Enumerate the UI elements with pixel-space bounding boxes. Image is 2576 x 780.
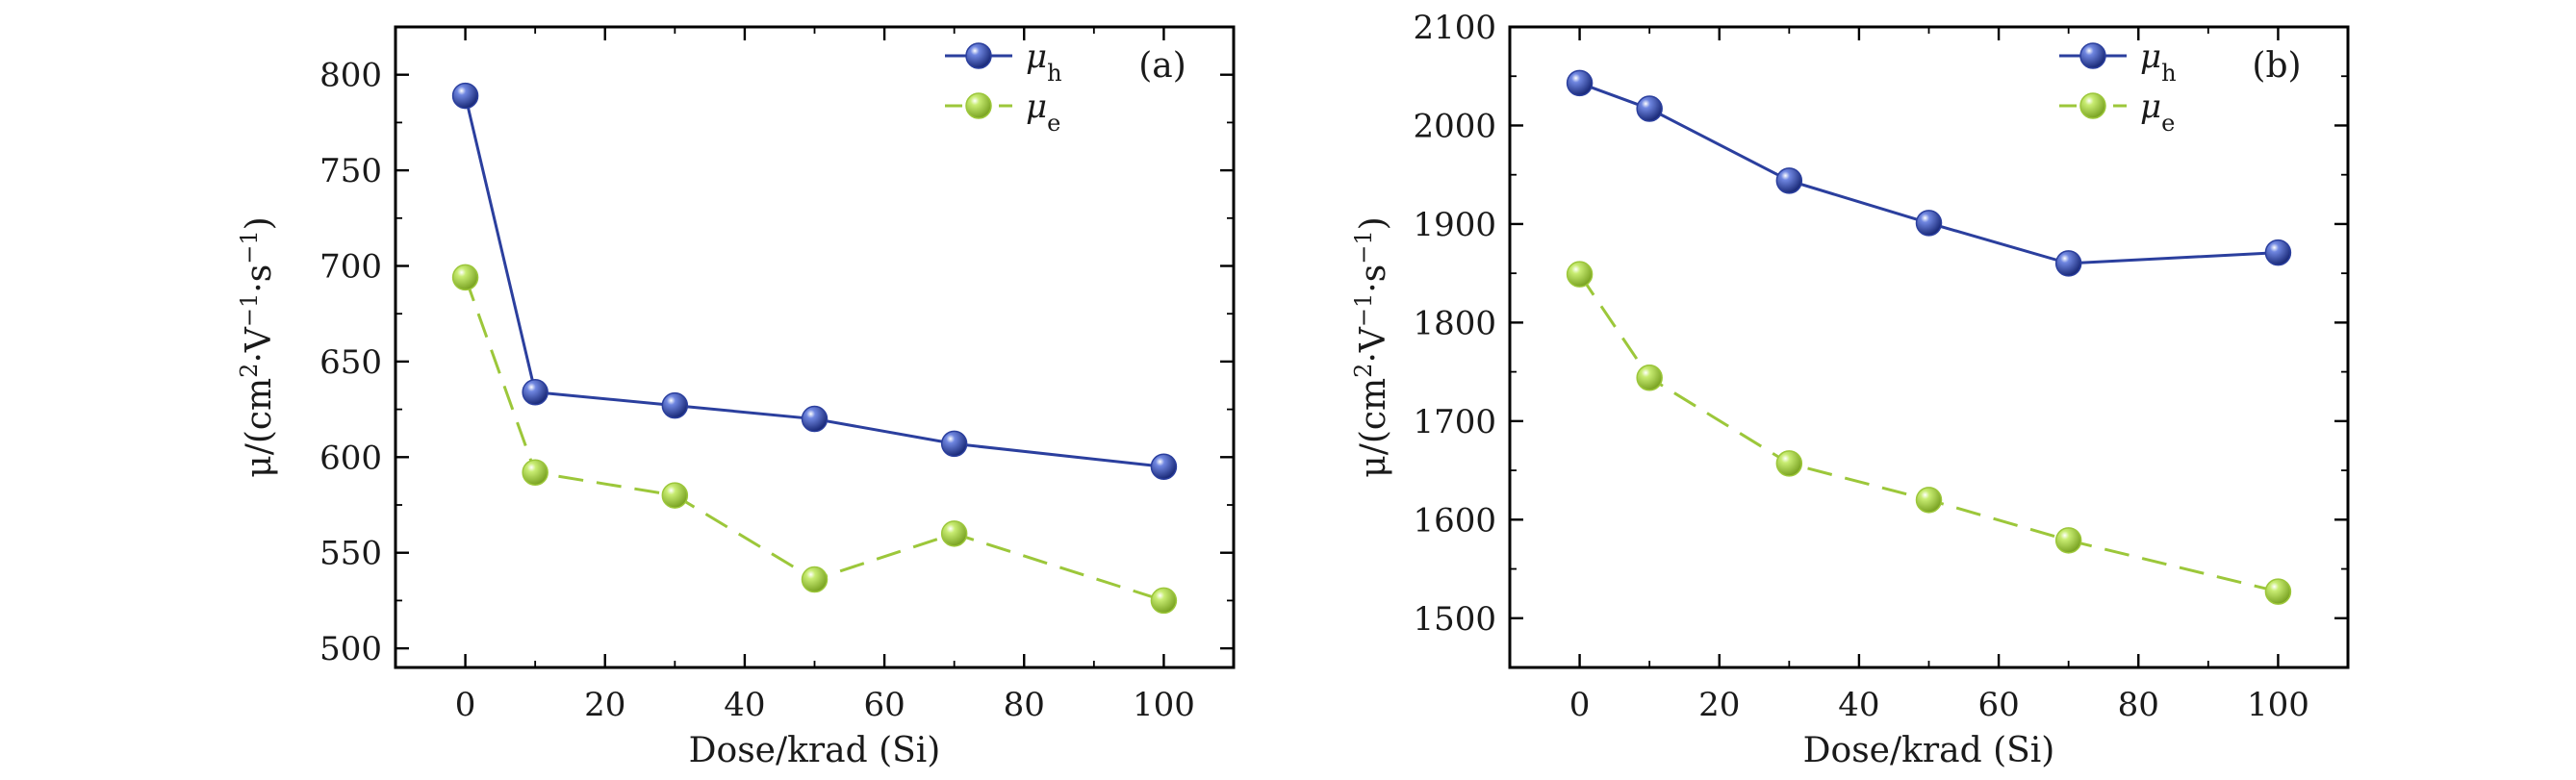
panel-a: 0 20 40 60 80 100 500 550 600 650 700 750 800 Dose/kr… — [236, 25, 1236, 770]
y-tick-label: 2000 — [1413, 107, 1496, 145]
series-e — [1566, 261, 2292, 605]
y-tick-label: 700 — [319, 248, 382, 287]
series-line — [464, 276, 1164, 602]
data-point — [1775, 450, 1803, 477]
y-tick-label: 1500 — [1413, 600, 1496, 639]
y-axis-title-unit: ·V — [240, 326, 279, 363]
x-tick-label: 100 — [2247, 686, 2309, 724]
panel-b: 0 20 40 60 80 100 1500 1600 1700 1800 1900 2000 2100… — [1350, 9, 2350, 770]
x-tick-label: 20 — [584, 686, 625, 724]
y-tick-label: 800 — [319, 57, 382, 95]
y-axis-title: μ/(cm2·V−1·s−1) — [236, 216, 279, 477]
y-axis-title-sup: −1 — [1350, 230, 1377, 264]
data-point — [940, 430, 968, 458]
data-point — [451, 264, 479, 291]
x-tick-label: 40 — [1838, 686, 1879, 724]
data-point — [940, 520, 968, 547]
data-point — [661, 482, 689, 509]
x-axis-title: Dose/krad (Si) — [689, 731, 941, 770]
y-tick-label: 500 — [319, 630, 382, 668]
y-axis-title-sup: 2 — [236, 364, 263, 378]
data-point — [661, 391, 689, 419]
x-tick-label: 80 — [1004, 686, 1045, 724]
y-tick-label: 1800 — [1413, 304, 1496, 342]
y-axis-title-sup: 2 — [1350, 364, 1377, 378]
data-point — [522, 378, 548, 406]
data-point — [1566, 69, 1594, 97]
legend-marker — [965, 92, 992, 119]
y-axis-title: μ/(cm2·V−1·s−1) — [1350, 216, 1393, 477]
legend-symbol: μ — [2140, 38, 2161, 76]
data-point — [1636, 95, 1663, 122]
legend-subscript: h — [2161, 60, 2176, 87]
data-point — [801, 566, 829, 593]
y-axis-title-sup: −1 — [1350, 293, 1377, 327]
series-h — [1566, 69, 2292, 277]
x-tick-label: 100 — [1133, 686, 1195, 724]
data-point — [1150, 453, 1178, 481]
plot-frame — [1508, 25, 2350, 669]
legend-subscript: h — [1047, 60, 1061, 87]
data-point — [2264, 239, 2292, 266]
x-tick-label: 80 — [2118, 686, 2159, 724]
data-point — [1150, 587, 1178, 615]
legend-label: μe — [1026, 88, 1060, 137]
x-tick-label: 60 — [1977, 686, 2019, 724]
series-line — [464, 95, 1164, 468]
data-point — [1636, 365, 1663, 391]
data-point — [1566, 261, 1594, 288]
x-tick-label: 40 — [724, 686, 765, 724]
data-point — [2054, 250, 2082, 277]
y-axis-title-sup: −1 — [236, 230, 263, 264]
legend-subscript: e — [1047, 110, 1060, 137]
legend-symbol: μ — [1026, 88, 1047, 126]
y-tick-label: 650 — [319, 343, 382, 382]
x-axis-title: Dose/krad (Si) — [1803, 731, 2055, 770]
legend-label: μh — [2140, 38, 2177, 87]
panel-label: (a) — [1138, 46, 1186, 86]
legend-subscript: e — [2161, 110, 2175, 137]
y-tick-label: 750 — [319, 152, 382, 190]
y-axis-title-suffix: ) — [240, 216, 279, 230]
data-point — [522, 459, 548, 486]
y-tick-label: 2100 — [1413, 9, 1496, 47]
legend-marker — [965, 42, 992, 69]
series-e — [451, 264, 1178, 615]
legend-symbol: μ — [1026, 38, 1047, 76]
series-h — [451, 82, 1178, 481]
x-tick-label: 0 — [455, 686, 476, 724]
y-tick-label: 550 — [319, 535, 382, 573]
x-tick-label: 60 — [863, 686, 905, 724]
y-axis-title-unit: ·s — [240, 264, 279, 293]
y-tick-label: 1700 — [1413, 403, 1496, 441]
legend-marker — [2079, 92, 2106, 119]
y-axis-title-unit: ·s — [1354, 264, 1393, 293]
data-point — [1915, 210, 1943, 237]
y-axis-title-unit: ·V — [1354, 326, 1393, 363]
data-point — [1915, 487, 1943, 514]
legend-label: μe — [2140, 88, 2175, 137]
data-point — [1775, 167, 1803, 194]
y-tick-label: 1600 — [1413, 501, 1496, 540]
x-tick-label: 0 — [1569, 686, 1591, 724]
data-point — [2264, 578, 2292, 605]
legend-symbol: μ — [2140, 88, 2161, 126]
y-axis-title-prefix: μ/(cm — [240, 378, 279, 478]
data-point — [2054, 527, 2082, 554]
legend-label: μh — [1026, 38, 1062, 87]
data-point — [801, 405, 829, 433]
series-line — [1578, 273, 2279, 593]
y-axis-title-sup: −1 — [236, 293, 263, 327]
x-tick-label: 20 — [1698, 686, 1740, 724]
y-tick-label: 1900 — [1413, 206, 1496, 244]
data-point — [451, 82, 479, 110]
y-axis-title-suffix: ) — [1354, 216, 1393, 230]
y-tick-label: 600 — [319, 439, 382, 477]
panel-label: (b) — [2252, 46, 2301, 86]
legend-marker — [2079, 42, 2106, 69]
y-axis-title-prefix: μ/(cm — [1354, 378, 1393, 478]
